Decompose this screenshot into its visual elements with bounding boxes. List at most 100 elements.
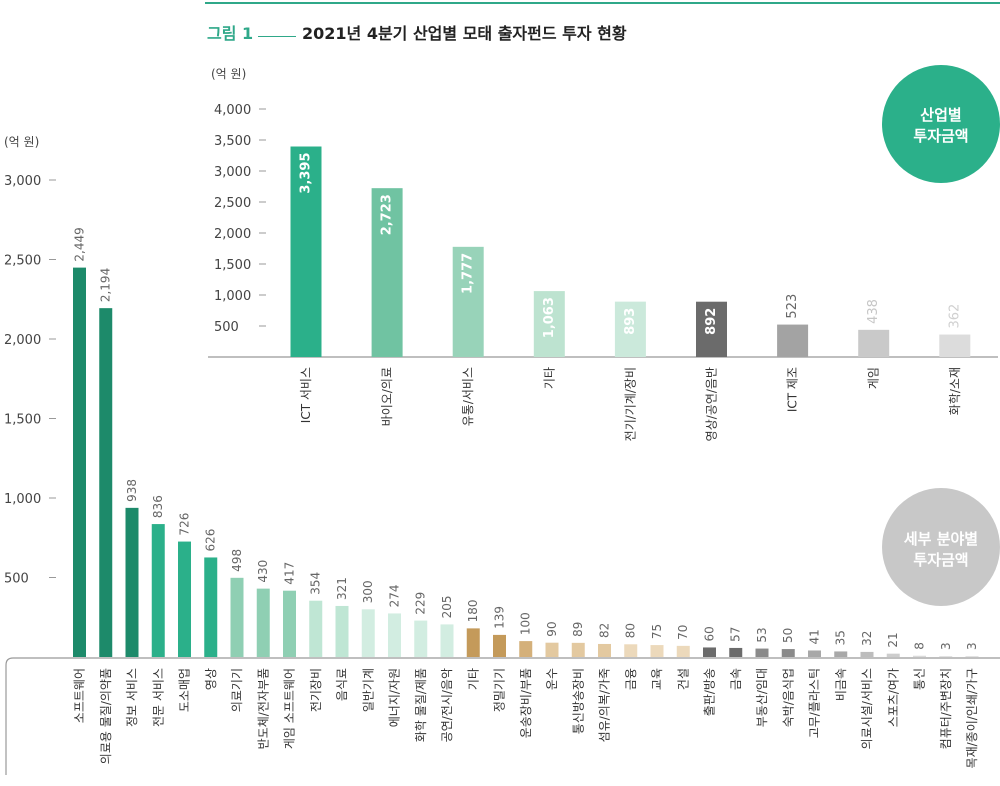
detail-category-label: 출판/방송 bbox=[703, 668, 717, 716]
industry-y-tick-label: 1,000 bbox=[214, 289, 251, 304]
detail-value-label: 205 bbox=[440, 595, 454, 618]
industry-y-tick-label: 1,500 bbox=[214, 258, 251, 273]
industry-bar bbox=[614, 301, 646, 357]
detail-value-label: 417 bbox=[283, 562, 297, 585]
detail-value-label: 50 bbox=[781, 628, 795, 643]
figure-title: 2021년 4분기 산업별 모태 출자펀드 투자 현황 bbox=[302, 24, 627, 43]
industry-y-tick-label: 4,000 bbox=[214, 103, 251, 118]
detail-category-label: 섬유/의복/가죽 bbox=[598, 668, 612, 742]
industry-category-label: ICT 서비스 bbox=[299, 367, 313, 423]
detail-badge-line1: 세부 분야별 bbox=[904, 530, 978, 548]
detail-bar bbox=[676, 645, 690, 657]
detail-bar bbox=[230, 577, 244, 657]
detail-y-tick-label: 500 bbox=[4, 572, 29, 587]
industry-value-label: 362 bbox=[947, 304, 962, 329]
industry-badge-circle bbox=[882, 65, 1000, 183]
detail-category-label: 교육 bbox=[650, 668, 664, 690]
industry-bar bbox=[696, 301, 727, 357]
detail-bar bbox=[204, 557, 218, 657]
industry-category-label: 기타 bbox=[542, 367, 556, 389]
detail-category-label: 게임 소프트웨어 bbox=[283, 668, 297, 749]
detail-x-axis bbox=[5, 657, 1000, 775]
detail-category-label: 목재/종이/인쇄/가구 bbox=[965, 668, 979, 768]
detail-value-label: 80 bbox=[624, 623, 638, 638]
detail-bar bbox=[283, 590, 296, 657]
detail-value-label: 836 bbox=[151, 495, 165, 518]
detail-bar bbox=[335, 605, 349, 657]
detail-category-label: 일반기계 bbox=[361, 668, 375, 712]
industry-category-label: 영상/공연/음반 bbox=[705, 367, 719, 441]
detail-category-label: 컴퓨터/주변장치 bbox=[939, 668, 953, 749]
industry-y-tick-label: 2,000 bbox=[214, 227, 251, 242]
detail-value-label: 70 bbox=[676, 625, 690, 640]
industry-bar bbox=[290, 146, 322, 357]
industry-badge-line2: 투자금액 bbox=[913, 127, 968, 145]
detail-value-label: 3 bbox=[965, 642, 979, 650]
detail-value-label: 2,449 bbox=[73, 227, 87, 261]
detail-category-label: 정밀기기 bbox=[493, 668, 507, 712]
detail-value-label: 229 bbox=[414, 592, 428, 615]
detail-value-label: 938 bbox=[125, 479, 139, 502]
industry-category-label: ICT 제조 bbox=[786, 367, 800, 412]
detail-bar bbox=[440, 624, 454, 657]
detail-bar bbox=[309, 600, 323, 657]
industry-value-label: 438 bbox=[866, 299, 881, 324]
detail-value-label: 75 bbox=[650, 624, 664, 639]
detail-category-label: 통신 bbox=[913, 668, 927, 690]
detail-bar bbox=[545, 642, 559, 657]
detail-value-label: 32 bbox=[860, 631, 874, 646]
detail-category-label: 전문 서비스 bbox=[151, 668, 165, 727]
detail-value-label: 82 bbox=[598, 623, 612, 638]
industry-y-tick-label: 3,000 bbox=[214, 165, 251, 180]
detail-bar bbox=[73, 267, 86, 657]
industry-panel bbox=[205, 55, 1000, 465]
detail-y-unit: (억 원) bbox=[4, 135, 39, 149]
industry-bar bbox=[452, 246, 484, 357]
detail-category-label: 의료시설/서비스 bbox=[860, 668, 874, 749]
detail-y-tick-label: 2,000 bbox=[4, 333, 41, 348]
detail-bar bbox=[178, 541, 191, 657]
industry-value-label: 893 bbox=[623, 308, 638, 335]
detail-bar bbox=[939, 656, 953, 657]
title-underline bbox=[258, 36, 296, 37]
detail-bar bbox=[99, 308, 113, 657]
detail-bar bbox=[650, 645, 664, 657]
detail-bar bbox=[256, 588, 270, 657]
industry-y-tick-label: 3,500 bbox=[214, 134, 251, 149]
detail-category-label: 화학 물질/제품 bbox=[414, 668, 428, 742]
detail-value-label: 180 bbox=[466, 599, 480, 622]
industry-value-label: 3,395 bbox=[299, 153, 314, 194]
detail-value-label: 498 bbox=[230, 549, 244, 572]
industry-category-label: 전기/기계/장비 bbox=[623, 367, 637, 441]
detail-category-label: 건설 bbox=[676, 668, 690, 690]
detail-bar bbox=[755, 648, 769, 657]
detail-value-label: 100 bbox=[519, 612, 533, 635]
detail-value-label: 89 bbox=[571, 622, 585, 637]
industry-bar bbox=[777, 324, 809, 357]
detail-bar bbox=[834, 651, 848, 657]
detail-value-label: 300 bbox=[361, 580, 375, 603]
industry-value-label: 1,063 bbox=[542, 297, 557, 338]
industry-category-label: 게임 bbox=[867, 367, 881, 389]
industry-badge-line1: 산업별 bbox=[920, 106, 961, 124]
detail-bar bbox=[493, 634, 506, 657]
detail-badge-line2: 투자금액 bbox=[913, 551, 968, 569]
industry-value-label: 523 bbox=[785, 294, 800, 319]
detail-y-tick-label: 2,500 bbox=[4, 254, 41, 269]
detail-category-label: 에너지/자원 bbox=[388, 668, 402, 727]
detail-value-label: 21 bbox=[886, 632, 900, 647]
detail-value-label: 354 bbox=[309, 572, 323, 595]
industry-bar bbox=[371, 188, 403, 357]
detail-category-label: 소프트웨어 bbox=[73, 668, 87, 723]
detail-category-label: 숙박/음식업 bbox=[781, 668, 795, 727]
detail-category-label: 통신방송장비 bbox=[571, 668, 585, 734]
detail-bar bbox=[466, 628, 480, 657]
detail-bar bbox=[913, 655, 926, 657]
detail-bar bbox=[571, 642, 585, 657]
industry-y-tick-label: 500 bbox=[214, 320, 239, 335]
detail-category-label: 스포츠/여가 bbox=[886, 668, 900, 727]
figure-label: 그림 1 bbox=[207, 24, 254, 43]
industry-bar bbox=[533, 291, 565, 357]
detail-category-label: 운송장비/부품 bbox=[519, 668, 533, 738]
